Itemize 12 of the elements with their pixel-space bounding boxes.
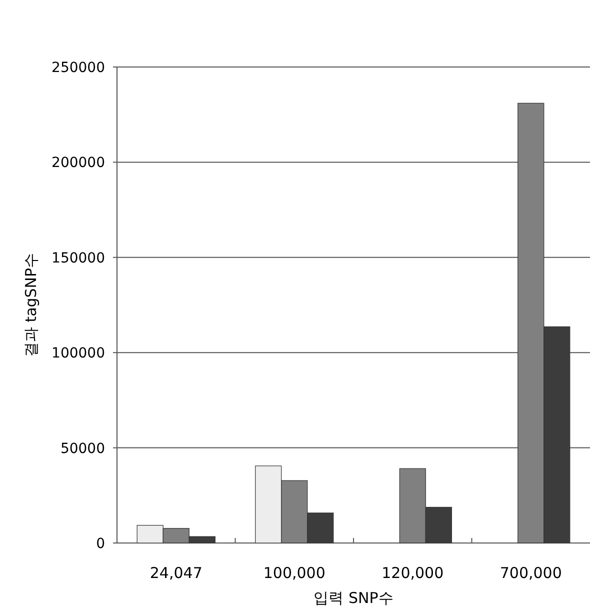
y-tick-label: 0 — [96, 536, 105, 552]
x-tick-label: 120,000 — [382, 564, 444, 582]
y-axis-title: 결과 tagSNP수 — [22, 252, 40, 358]
x-tick-label: 24,047 — [150, 564, 202, 582]
y-tick-label: 200000 — [52, 155, 105, 172]
y-tick-label: 100000 — [52, 346, 105, 362]
y-tick-label: 150000 — [52, 250, 105, 266]
x-tick-label: 700,000 — [500, 564, 562, 582]
y-tick-label: 250000 — [52, 60, 105, 76]
x-axis-title: 입력 SNP수 — [314, 589, 394, 607]
y-tick-label: 50000 — [60, 440, 105, 457]
x-tick-label: 100,000 — [263, 564, 326, 582]
